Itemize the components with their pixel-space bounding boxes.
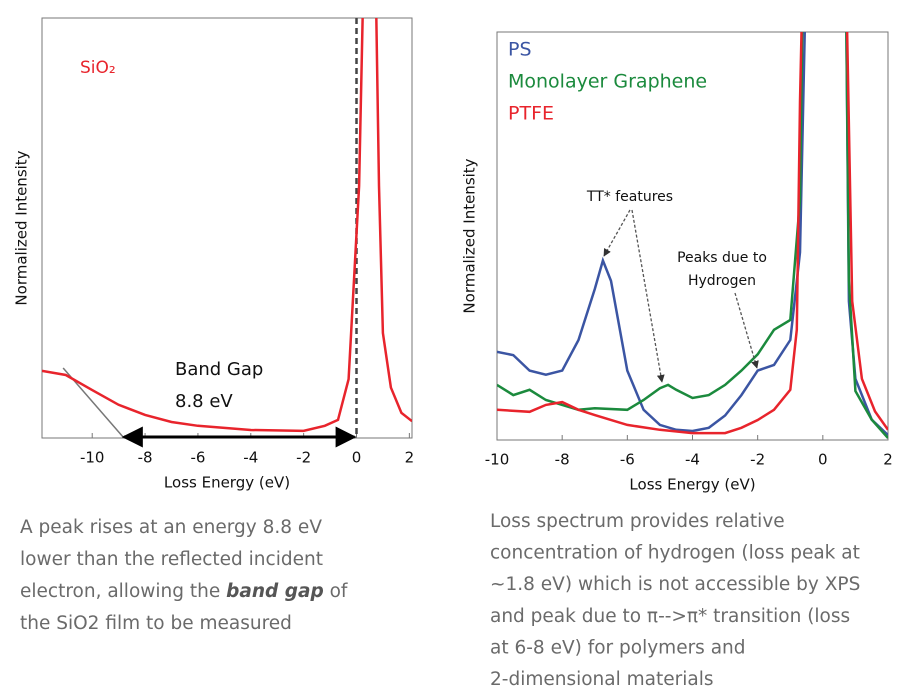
annotation: Hydrogen [688, 273, 756, 289]
plot-frame [496, 31, 889, 441]
x-axis-label: Loss Energy (eV) [629, 476, 755, 494]
x-axis-label: Loss Energy (eV) [164, 474, 290, 492]
x-tick-label: 2 [405, 449, 415, 467]
annotation-arrow [734, 292, 759, 369]
series-line [497, 32, 888, 435]
x-tick-label: 0 [818, 451, 828, 469]
legend-label: Monolayer Graphene [508, 71, 707, 93]
x-tick-label: -8 [138, 449, 153, 467]
caption-text: band gap [226, 581, 324, 602]
series-line [497, 32, 888, 439]
x-tick-label: -2 [750, 451, 765, 469]
caption-line: at 6-8 eV) for polymers and [490, 637, 746, 658]
legend-label: PS [508, 39, 532, 61]
caption-line: lower than the reflected incident [20, 549, 323, 570]
legend-label: SiO₂ [80, 58, 116, 78]
x-tick-label: 2 [883, 451, 893, 469]
annotation: 8.8 eV [175, 391, 233, 412]
caption-line: Loss spectrum provides relative [490, 511, 785, 532]
annotation-arrow [603, 209, 631, 257]
plot-area [42, 18, 412, 438]
caption-line: the SiO2 film to be measured [20, 613, 292, 634]
caption-line: A peak rises at an energy 8.8 eV [20, 517, 322, 538]
x-tick-label: -6 [190, 449, 205, 467]
caption-text: of [324, 581, 348, 602]
x-tick-label: -4 [685, 451, 700, 469]
y-axis-label: Normalized Intensity [461, 158, 479, 313]
annotation: Peaks due to [677, 250, 767, 266]
legend-label: PTFE [508, 103, 554, 125]
caption-line: and peak due to π-->π* transition (loss [490, 606, 850, 627]
series-line [42, 18, 412, 433]
x-tick-label: -10 [485, 451, 510, 469]
caption-line: ~1.8 eV) which is not accessible by XPS [490, 574, 860, 595]
annotation: Band Gap [175, 359, 263, 380]
caption-line: electron, allowing the band gap of [20, 581, 348, 602]
caption-line: concentration of hydrogen (loss peak at [490, 543, 860, 564]
x-tick-label: -6 [620, 451, 635, 469]
plot-area [497, 32, 888, 439]
x-tick-label: -2 [296, 449, 311, 467]
y-axis-label: Normalized Intensity [13, 150, 31, 305]
x-tick-label: -10 [80, 449, 105, 467]
series-line [497, 32, 888, 437]
caption-line: 2-dimensional materials [490, 669, 714, 690]
annotation-arrow [631, 209, 665, 383]
annotation: TT* features [586, 189, 673, 205]
x-tick-label: -4 [243, 449, 258, 467]
caption-text: electron, allowing the [20, 581, 226, 602]
x-tick-label: -8 [555, 451, 570, 469]
x-tick-label: 0 [352, 449, 362, 467]
